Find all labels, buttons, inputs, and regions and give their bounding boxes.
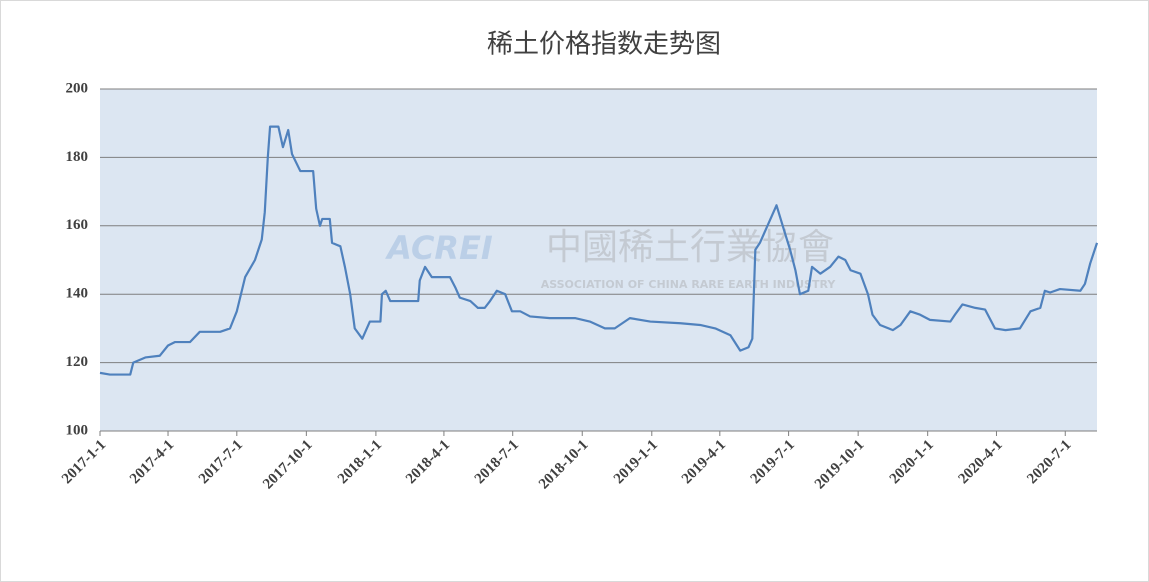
y-tick-label: 180 xyxy=(66,149,89,165)
y-tick-label: 100 xyxy=(66,422,89,438)
watermark-name: 中國稀土行業協會 xyxy=(546,227,834,268)
plot-area xyxy=(100,89,1097,431)
watermark-logo: ACREI xyxy=(384,229,493,267)
line xyxy=(99,125,1099,376)
y-tick-label: 200 xyxy=(66,80,89,96)
y-tick-label: 120 xyxy=(66,354,89,370)
watermark-subtitle: ASSOCIATION OF CHINA RARE EARTH INDUSTRY xyxy=(541,278,837,291)
chart-title: 稀土价格指数走势图 xyxy=(487,30,721,60)
y-tick-label: 160 xyxy=(66,217,89,233)
y-tick-label: 140 xyxy=(66,286,89,302)
